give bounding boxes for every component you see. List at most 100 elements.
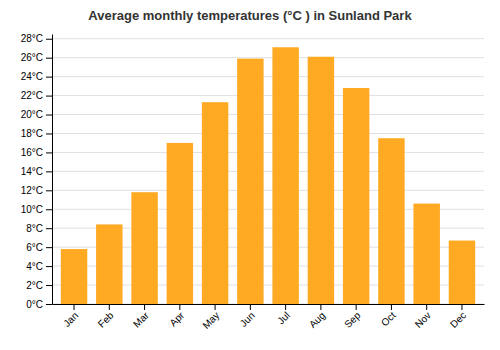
tick-mark [46, 152, 52, 153]
tick: Dec [448, 304, 468, 330]
tick: 2°C [26, 280, 52, 291]
grid-line [52, 114, 484, 115]
bar [237, 59, 263, 304]
tick: 24°C [21, 71, 52, 82]
bar [343, 88, 369, 304]
tick-label: Apr [167, 309, 186, 328]
tick-label: Jan [61, 310, 80, 329]
tick-label: 24°C [21, 71, 43, 82]
tick: 14°C [21, 166, 52, 177]
tick: Nov [413, 304, 433, 330]
tick-mark [46, 39, 52, 40]
tick: 10°C [21, 204, 52, 215]
tick-label: 20°C [21, 109, 43, 120]
tick: Aug [307, 304, 327, 330]
grid-line [52, 95, 484, 96]
tick-label: Oct [379, 310, 398, 329]
tick-label: 26°C [21, 52, 43, 63]
tick-label: 0°C [26, 299, 43, 310]
tick: 8°C [26, 223, 52, 234]
tick: 20°C [21, 109, 52, 120]
tick-mark [46, 77, 52, 78]
tick: Feb [96, 304, 116, 330]
x-axis: Jan Feb Mar Apr May Jun Jul Aug Sep Oct Nov Dec [53, 304, 485, 331]
bar [131, 192, 157, 304]
tick-mark [391, 304, 392, 310]
tick-mark [46, 133, 52, 134]
tick-label: 4°C [26, 261, 43, 272]
tick-label: 18°C [21, 128, 43, 139]
tick-mark [179, 304, 180, 310]
tick-mark [144, 304, 145, 310]
tick: 22°C [21, 90, 52, 101]
tick-mark [74, 304, 75, 310]
grid [52, 39, 484, 304]
tick-mark [320, 304, 321, 310]
tick: Jan [61, 304, 80, 329]
tick: May [200, 304, 221, 331]
tick-label: 16°C [21, 147, 43, 158]
tick-label: 28°C [21, 33, 43, 44]
tick-mark [46, 304, 52, 305]
tick-label: Mar [131, 309, 151, 329]
tick: 0°C [26, 299, 52, 310]
tick-label: May [200, 310, 221, 331]
tick-label: Jun [238, 310, 257, 329]
axis-line [53, 304, 485, 305]
tick-mark [109, 304, 110, 310]
bar [167, 143, 193, 304]
tick-label: Sep [342, 309, 363, 330]
tick-label: 2°C [26, 280, 43, 291]
tick-label: Aug [307, 310, 327, 330]
chart: Average monthly temperatures (°C ) in Su… [0, 0, 500, 350]
bar [202, 102, 228, 304]
tick: Jun [238, 304, 257, 329]
bars [61, 47, 475, 304]
plot: Jan Feb Mar Apr May Jun Jul Aug Sep Oct Nov Dec 0°C 2… [21, 33, 485, 330]
bar [96, 224, 122, 304]
grid-line [52, 57, 484, 58]
tick-mark [46, 266, 52, 267]
tick-mark [46, 171, 52, 172]
tick-mark [46, 209, 52, 210]
tick-mark [46, 58, 52, 59]
tick-label: 6°C [26, 242, 43, 253]
tick-mark [46, 247, 52, 248]
grid-line [52, 133, 484, 134]
tick: Jul [275, 304, 292, 326]
tick: Oct [379, 304, 398, 328]
bar [378, 138, 404, 304]
tick: 28°C [21, 33, 52, 44]
tick-mark [285, 304, 286, 310]
tick: Mar [131, 304, 151, 330]
bar [308, 57, 334, 304]
tick-label: 10°C [21, 204, 43, 215]
tick: 16°C [21, 147, 52, 158]
y-axis: 0°C 2°C 4°C 6°C 8°C 10°C 12°C 14°C 16°C 18°C 20°C 2… [21, 33, 53, 309]
grid-line [52, 38, 484, 39]
grid-line [52, 171, 484, 172]
tick-mark [250, 304, 251, 310]
bar [272, 47, 298, 304]
tick: 12°C [21, 185, 52, 196]
tick-label: 12°C [21, 185, 43, 196]
bar [449, 241, 475, 304]
bar [413, 204, 439, 304]
tick-label: Dec [448, 310, 468, 330]
tick-mark [215, 304, 216, 310]
tick: 6°C [26, 242, 52, 253]
bar [61, 249, 87, 304]
axis-line [52, 35, 53, 305]
tick-label: 22°C [21, 90, 43, 101]
tick-label: 14°C [21, 166, 43, 177]
tick-label: 8°C [26, 223, 43, 234]
tick: Sep [342, 304, 363, 330]
tick-mark [46, 228, 52, 229]
tick-mark [461, 304, 462, 310]
grid-line [52, 76, 484, 77]
tick-mark [46, 115, 52, 116]
grid-line [52, 190, 484, 191]
tick: 18°C [21, 128, 52, 139]
tick-mark [46, 96, 52, 97]
tick-mark [46, 285, 52, 286]
